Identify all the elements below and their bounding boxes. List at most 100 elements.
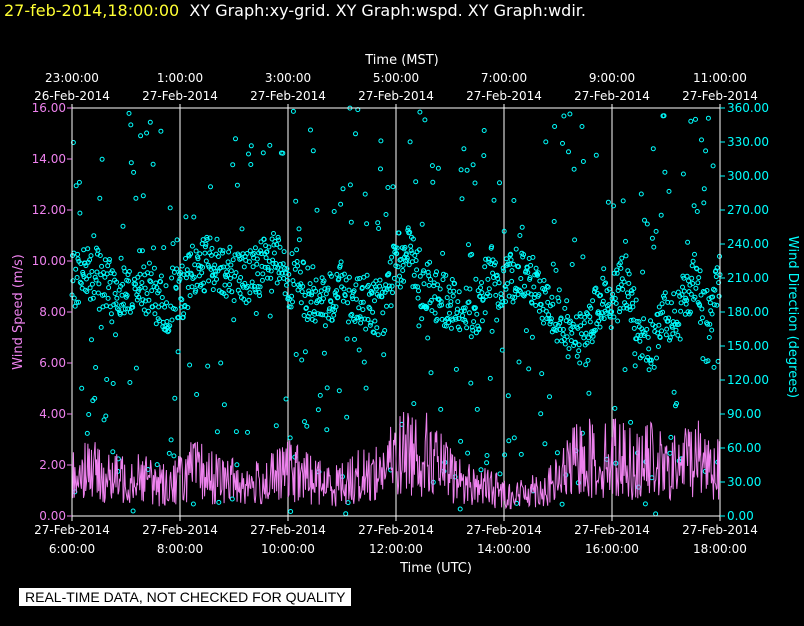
wdir-point <box>282 291 288 297</box>
wdir-point <box>384 287 390 293</box>
wdir-point <box>346 287 352 293</box>
wdir-point <box>587 314 593 320</box>
wdir-point <box>526 366 532 372</box>
wdir-point <box>494 272 500 278</box>
wdir-point <box>329 317 335 323</box>
wdir-point <box>405 225 411 231</box>
wdir-point <box>247 290 253 296</box>
wdir-point <box>481 153 487 159</box>
wdir-point <box>458 438 464 444</box>
wdir-point <box>165 329 171 335</box>
wdir-point <box>373 278 379 284</box>
left-tick-label: 0.00 <box>39 509 66 523</box>
wdir-point <box>336 276 342 282</box>
wdir-point <box>400 262 406 268</box>
wdir-point <box>122 306 128 312</box>
wdir-point <box>575 325 581 331</box>
wdir-point <box>353 131 358 137</box>
wdir-point <box>684 297 690 303</box>
wdir-point <box>139 280 145 286</box>
wdir-point <box>517 233 523 238</box>
header-datetime: 27-feb-2014,18:00:00 <box>4 1 180 20</box>
wdir-point <box>639 353 645 359</box>
wdir-point <box>212 262 218 268</box>
wdir-point <box>327 271 333 277</box>
wdir-point <box>177 270 183 275</box>
wdir-point <box>136 294 142 300</box>
right-tick-label: 180.00 <box>727 305 769 319</box>
wdir-point <box>362 191 368 197</box>
wdir-point <box>430 179 436 185</box>
wdir-point <box>446 320 452 325</box>
wdir-point <box>273 423 279 429</box>
wdir-point <box>564 334 570 340</box>
wdir-point <box>521 252 527 257</box>
wdir-point <box>378 138 384 144</box>
wdir-point <box>577 360 583 366</box>
wdir-point <box>338 259 344 265</box>
wdir-point <box>196 273 202 279</box>
wdir-point <box>175 349 181 355</box>
top-tick-date: 27-Feb-2014 <box>574 89 650 103</box>
wdir-point <box>291 282 297 287</box>
wdir-point <box>398 256 404 262</box>
wdir-point <box>239 226 245 232</box>
left-tick-label: 16.00 <box>32 101 66 115</box>
wdir-point <box>482 310 488 316</box>
wdir-point <box>135 289 141 295</box>
right-tick-label: 150.00 <box>727 339 769 353</box>
wdir-point <box>254 256 260 262</box>
wdir-point <box>571 166 577 172</box>
wdir-point <box>360 299 366 305</box>
wdir-point <box>83 263 89 269</box>
wdir-point <box>335 294 341 300</box>
wdir-point <box>264 249 270 255</box>
wdir-point <box>500 265 506 271</box>
wdir-point <box>106 259 112 265</box>
wdir-point <box>376 293 382 299</box>
wdir-point <box>357 276 363 281</box>
wdir-point <box>265 267 271 273</box>
wdir-point <box>129 302 135 308</box>
wdir-point <box>98 324 104 330</box>
wdir-point <box>582 314 588 320</box>
wdir-series <box>69 105 723 517</box>
left-tick-label: 10.00 <box>32 254 66 268</box>
wdir-point <box>86 273 92 279</box>
right-tick-label: 60.00 <box>727 441 761 455</box>
wdir-point <box>584 340 590 346</box>
wdir-point <box>212 272 218 278</box>
wdir-point <box>137 248 143 254</box>
wdir-point <box>346 274 352 280</box>
wdir-point <box>133 195 139 201</box>
wdir-point <box>96 306 102 312</box>
wdir-point <box>286 304 292 310</box>
wdir-point <box>163 283 169 289</box>
wdir-point <box>705 115 711 121</box>
wdir-point <box>621 279 627 285</box>
wdir-point <box>651 244 657 250</box>
wdir-point <box>90 295 96 301</box>
wdir-point <box>380 310 386 316</box>
wdir-point <box>147 119 153 125</box>
wdir-point <box>500 299 506 305</box>
wdir-point <box>158 279 163 285</box>
wdir-point <box>551 219 557 224</box>
wdir-point <box>567 318 573 324</box>
wdir-point <box>411 401 417 407</box>
wdir-point <box>298 300 304 306</box>
wdir-point <box>307 310 313 316</box>
wdir-point <box>97 195 103 201</box>
wdir-point <box>497 471 503 477</box>
wdir-point <box>310 264 316 270</box>
wdir-point <box>172 395 178 401</box>
wdir-point <box>701 200 707 206</box>
wdir-point <box>583 362 589 368</box>
wdir-point <box>382 328 388 333</box>
wdir-point <box>692 251 697 257</box>
wdir-point <box>221 402 227 408</box>
wdir-point <box>554 450 560 456</box>
wdir-point <box>543 139 549 145</box>
wdir-point <box>373 286 379 292</box>
wdir-point <box>279 270 285 276</box>
